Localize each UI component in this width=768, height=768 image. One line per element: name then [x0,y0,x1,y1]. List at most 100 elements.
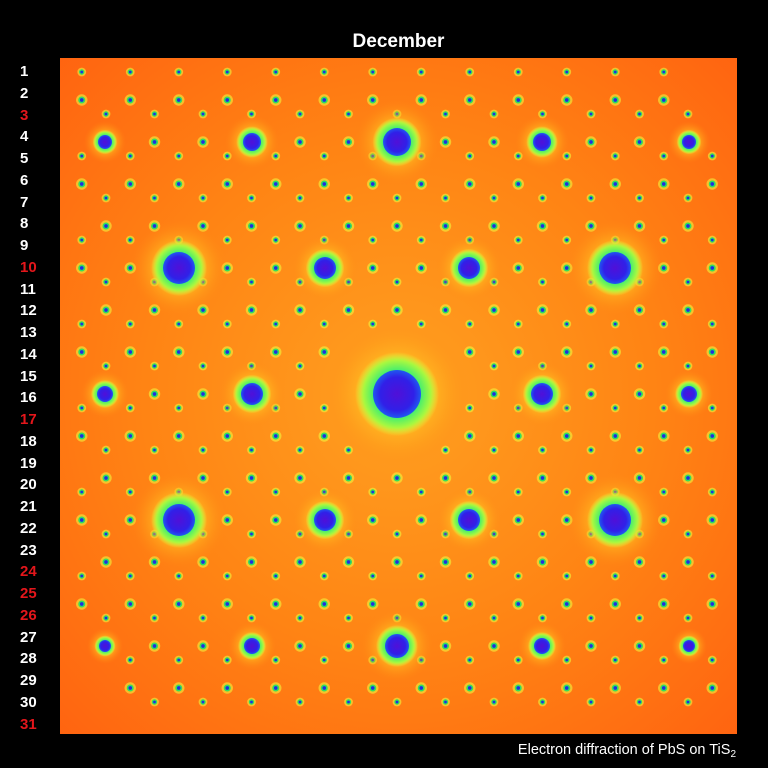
small-spot-core [80,238,84,242]
small-spot-core [395,224,399,228]
day-number: 5 [20,150,29,167]
small-spot-core [710,322,714,326]
spot-core [383,128,411,156]
small-spot-core [128,658,132,662]
small-spot-core [492,560,496,564]
small-spot-core [201,700,205,704]
small-spot-core [201,644,205,648]
small-spot-core [128,70,132,74]
small-spot-core [419,70,423,74]
small-spot-core [273,98,278,102]
small-spot-core [541,448,544,452]
small-spot-core [322,658,326,662]
calendar-month-title: December [352,31,445,52]
diffraction-pattern-image [60,58,737,734]
small-spot-core [225,154,229,158]
small-spot-core [153,196,156,200]
small-spot-core [540,560,545,564]
spot-core [314,509,336,531]
small-spot-core [79,518,84,522]
small-spot-core [346,560,351,564]
small-spot-core [128,238,132,242]
small-spot-core [516,490,520,494]
small-spot-core [419,518,424,522]
small-spot-core [274,70,278,74]
small-spot-core [516,70,520,74]
small-spot-core [710,434,715,438]
small-spot-core [492,448,496,452]
small-spot-core [468,658,472,662]
spot-core [98,135,112,149]
spot-core [243,133,261,151]
small-spot-core [516,266,521,270]
small-spot-core [661,98,666,102]
small-spot-core [298,196,302,200]
small-spot-core [662,70,666,74]
small-spot-core [492,476,496,480]
small-spot-core [347,448,350,452]
image-caption: Electron diffraction of PbS on TiS2 [518,740,736,760]
small-spot-core [347,112,350,116]
small-spot-core [298,364,302,368]
small-spot-core [298,392,302,396]
small-spot-core [104,280,108,284]
small-spot-core [322,98,327,102]
small-spot-core [541,112,544,116]
small-spot-core [467,182,472,186]
small-spot-core [589,112,593,116]
spot-core [385,634,409,658]
small-spot-core [589,392,593,396]
caption-subscript: 2 [730,749,736,760]
small-spot-core [153,616,156,620]
small-spot-core [371,322,375,326]
small-spot-core [565,322,569,326]
small-spot-core [322,70,326,74]
small-spot-core [395,560,399,564]
small-spot-core [662,574,666,578]
small-spot-core [419,322,423,326]
small-spot-core [662,490,666,494]
small-spot-core [710,574,714,578]
small-spot-core [662,238,666,242]
spot-core [314,257,336,279]
day-number: 15 [20,367,37,385]
small-spot-core [250,700,253,704]
small-spot-core [250,112,253,116]
small-spot-core [565,154,569,158]
spot-core [682,135,696,149]
small-spot-core [225,238,229,242]
small-spot-core [250,196,253,200]
small-spot-core [225,182,230,186]
small-spot-core [298,700,302,704]
small-spot-core [516,238,520,242]
small-spot-core [589,196,593,200]
day-number: 6 [20,171,29,189]
small-spot-core [516,602,521,606]
small-spot-core [153,112,156,116]
small-spot-core [443,560,448,564]
spot-core [533,133,551,151]
small-spot-core [371,238,375,242]
small-spot-core [153,448,156,452]
small-spot-core [177,70,181,74]
small-spot-core [467,602,472,606]
day-number: 17 [20,411,37,428]
small-spot-core [273,350,278,354]
small-spot-core [371,574,375,578]
small-spot-core [686,224,690,228]
small-spot-core [565,238,569,242]
small-spot-core [371,490,375,494]
small-spot-core [201,140,205,144]
day-number: 2 [20,84,29,102]
small-spot-core [637,140,642,144]
day-number: 4 [20,128,29,146]
small-spot-core [274,238,278,242]
small-spot-core [516,574,520,578]
small-spot-core [176,686,181,690]
small-spot-core [686,616,690,620]
small-spot-core [589,700,593,704]
small-spot-core [177,154,181,158]
small-spot-core [419,686,424,690]
small-spot-core [661,686,666,690]
small-spot-core [104,224,108,228]
